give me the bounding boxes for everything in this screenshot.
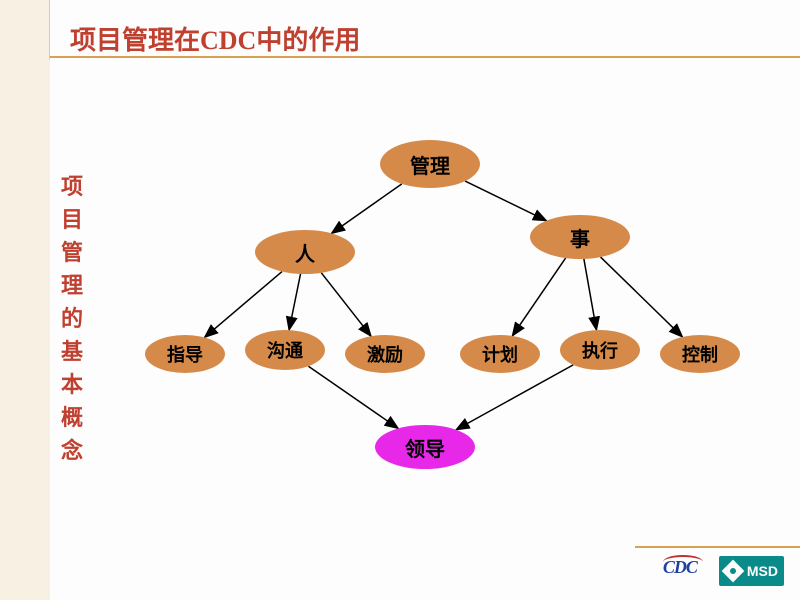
msd-diamond-icon [722, 560, 745, 583]
node-motivation: 激励 [345, 335, 425, 373]
node-management: 管理 [380, 140, 480, 188]
edge-people-motivation [321, 273, 371, 336]
edge-people-guidance [205, 272, 283, 338]
edge-management-things [465, 181, 546, 221]
node-guidance: 指导 [145, 335, 225, 373]
edge-execute-leadership [456, 365, 573, 430]
node-communicate: 沟通 [245, 330, 325, 370]
msd-logo: MSD [719, 556, 784, 586]
edge-things-execute [584, 259, 597, 330]
node-execute: 执行 [560, 330, 640, 370]
edge-communicate-leadership [308, 366, 398, 428]
diagram-arrows [0, 0, 800, 600]
footer-logos: CDC MSD [663, 556, 784, 586]
edge-management-people [331, 184, 401, 234]
node-plan: 计划 [460, 335, 540, 373]
hierarchy-diagram: 管理人 事指导沟通激励计划执行控制领导 [0, 0, 800, 600]
edge-things-plan [512, 258, 565, 336]
node-people: 人 [255, 230, 355, 274]
node-control: 控制 [660, 335, 740, 373]
cdc-logo: CDC [663, 557, 705, 585]
edge-things-control [601, 257, 683, 337]
msd-logo-text: MSD [747, 563, 778, 579]
node-leadership: 领导 [375, 425, 475, 469]
logo-separator-line [635, 546, 800, 548]
node-things: 事 [530, 215, 630, 259]
edge-people-communicate [289, 274, 300, 330]
